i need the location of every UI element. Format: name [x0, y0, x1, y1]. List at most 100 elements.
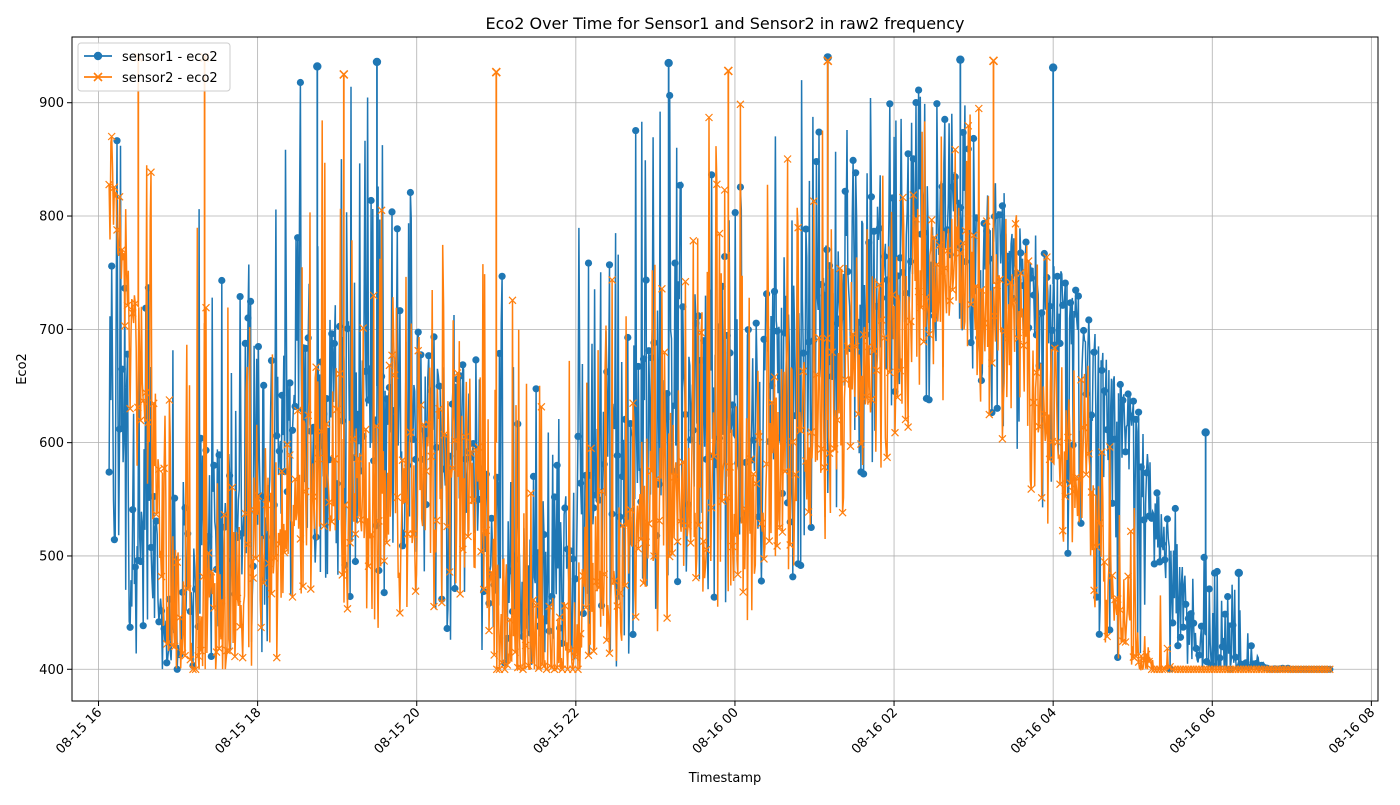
data-point [126, 623, 134, 631]
data-point [272, 653, 281, 662]
data-point [1090, 348, 1098, 356]
data-point [710, 452, 719, 461]
data-point [956, 248, 965, 257]
data-point [812, 370, 821, 379]
data-point [597, 487, 606, 496]
data-point [1203, 658, 1211, 666]
data-point [632, 127, 640, 135]
data-point [325, 498, 334, 507]
data-point [228, 483, 237, 492]
data-point [778, 528, 787, 536]
data-point [1095, 519, 1104, 527]
data-point [343, 325, 352, 333]
data-point [1087, 411, 1096, 419]
data-point [610, 577, 619, 585]
data-point [260, 381, 268, 389]
data-point [1134, 658, 1143, 667]
data-point [464, 532, 472, 541]
data-point [301, 487, 310, 496]
data-point [1006, 278, 1015, 287]
data-point [210, 461, 218, 469]
data-point [985, 410, 994, 419]
data-point [137, 557, 145, 566]
data-point [770, 373, 779, 381]
data-point [129, 506, 137, 514]
data-point [500, 665, 509, 674]
data-point [938, 268, 947, 277]
data-point [461, 433, 470, 441]
data-point [343, 604, 352, 613]
data-point [961, 226, 970, 235]
data-point [548, 592, 556, 601]
data-point [1077, 375, 1085, 384]
data-point [1053, 272, 1061, 280]
data-point [773, 327, 781, 335]
data-point [503, 661, 512, 669]
data-point [880, 334, 889, 342]
data-point [749, 436, 758, 444]
data-point [1137, 463, 1145, 471]
data-point [744, 326, 752, 334]
data-point [801, 457, 810, 465]
data-point [699, 537, 708, 546]
data-point [480, 587, 488, 596]
data-point [1082, 470, 1091, 479]
data-point [736, 100, 745, 109]
data-point [1323, 665, 1332, 674]
data-point [788, 437, 797, 446]
data-point [812, 158, 821, 166]
data-point [147, 168, 155, 177]
data-point [377, 206, 386, 215]
data-point [257, 623, 266, 632]
data-point [327, 517, 336, 526]
data-point [312, 533, 320, 541]
data-point [508, 296, 517, 305]
data-point [152, 510, 161, 519]
data-point [987, 359, 996, 368]
data-point [251, 554, 260, 563]
data-point [241, 509, 250, 518]
data-point [605, 649, 614, 658]
data-point [741, 505, 750, 514]
data-point [647, 467, 656, 476]
data-point [856, 440, 865, 449]
data-point [982, 217, 991, 226]
data-point [691, 573, 700, 582]
data-point [901, 415, 910, 424]
data-point [904, 423, 913, 432]
data-point [173, 558, 182, 567]
data-point [1121, 638, 1130, 646]
data-point [1127, 412, 1135, 420]
data-point [773, 541, 782, 550]
data-point [925, 396, 933, 404]
data-point [482, 526, 491, 535]
data-point [1140, 516, 1148, 524]
data-point [1087, 488, 1096, 497]
data-point [644, 519, 653, 528]
data-point [396, 307, 404, 315]
data-point [524, 661, 533, 670]
data-point [639, 355, 648, 363]
data-point [852, 169, 860, 177]
data-point [998, 434, 1007, 443]
data-point [815, 333, 823, 342]
data-point [199, 572, 208, 581]
data-point [526, 489, 535, 498]
data-point [794, 223, 803, 232]
data-point [372, 422, 381, 430]
data-point [605, 261, 614, 269]
data-point [1103, 426, 1111, 434]
data-point [587, 444, 596, 453]
data-point [181, 651, 190, 660]
data-point [443, 522, 452, 531]
data-point [757, 577, 766, 585]
data-point [293, 406, 302, 415]
data-point [459, 361, 467, 369]
data-point [351, 557, 359, 566]
data-point [108, 262, 116, 270]
data-point [1097, 448, 1106, 457]
data-point [474, 443, 483, 452]
data-point [930, 233, 939, 242]
data-point [1042, 253, 1051, 262]
data-point [183, 585, 192, 594]
